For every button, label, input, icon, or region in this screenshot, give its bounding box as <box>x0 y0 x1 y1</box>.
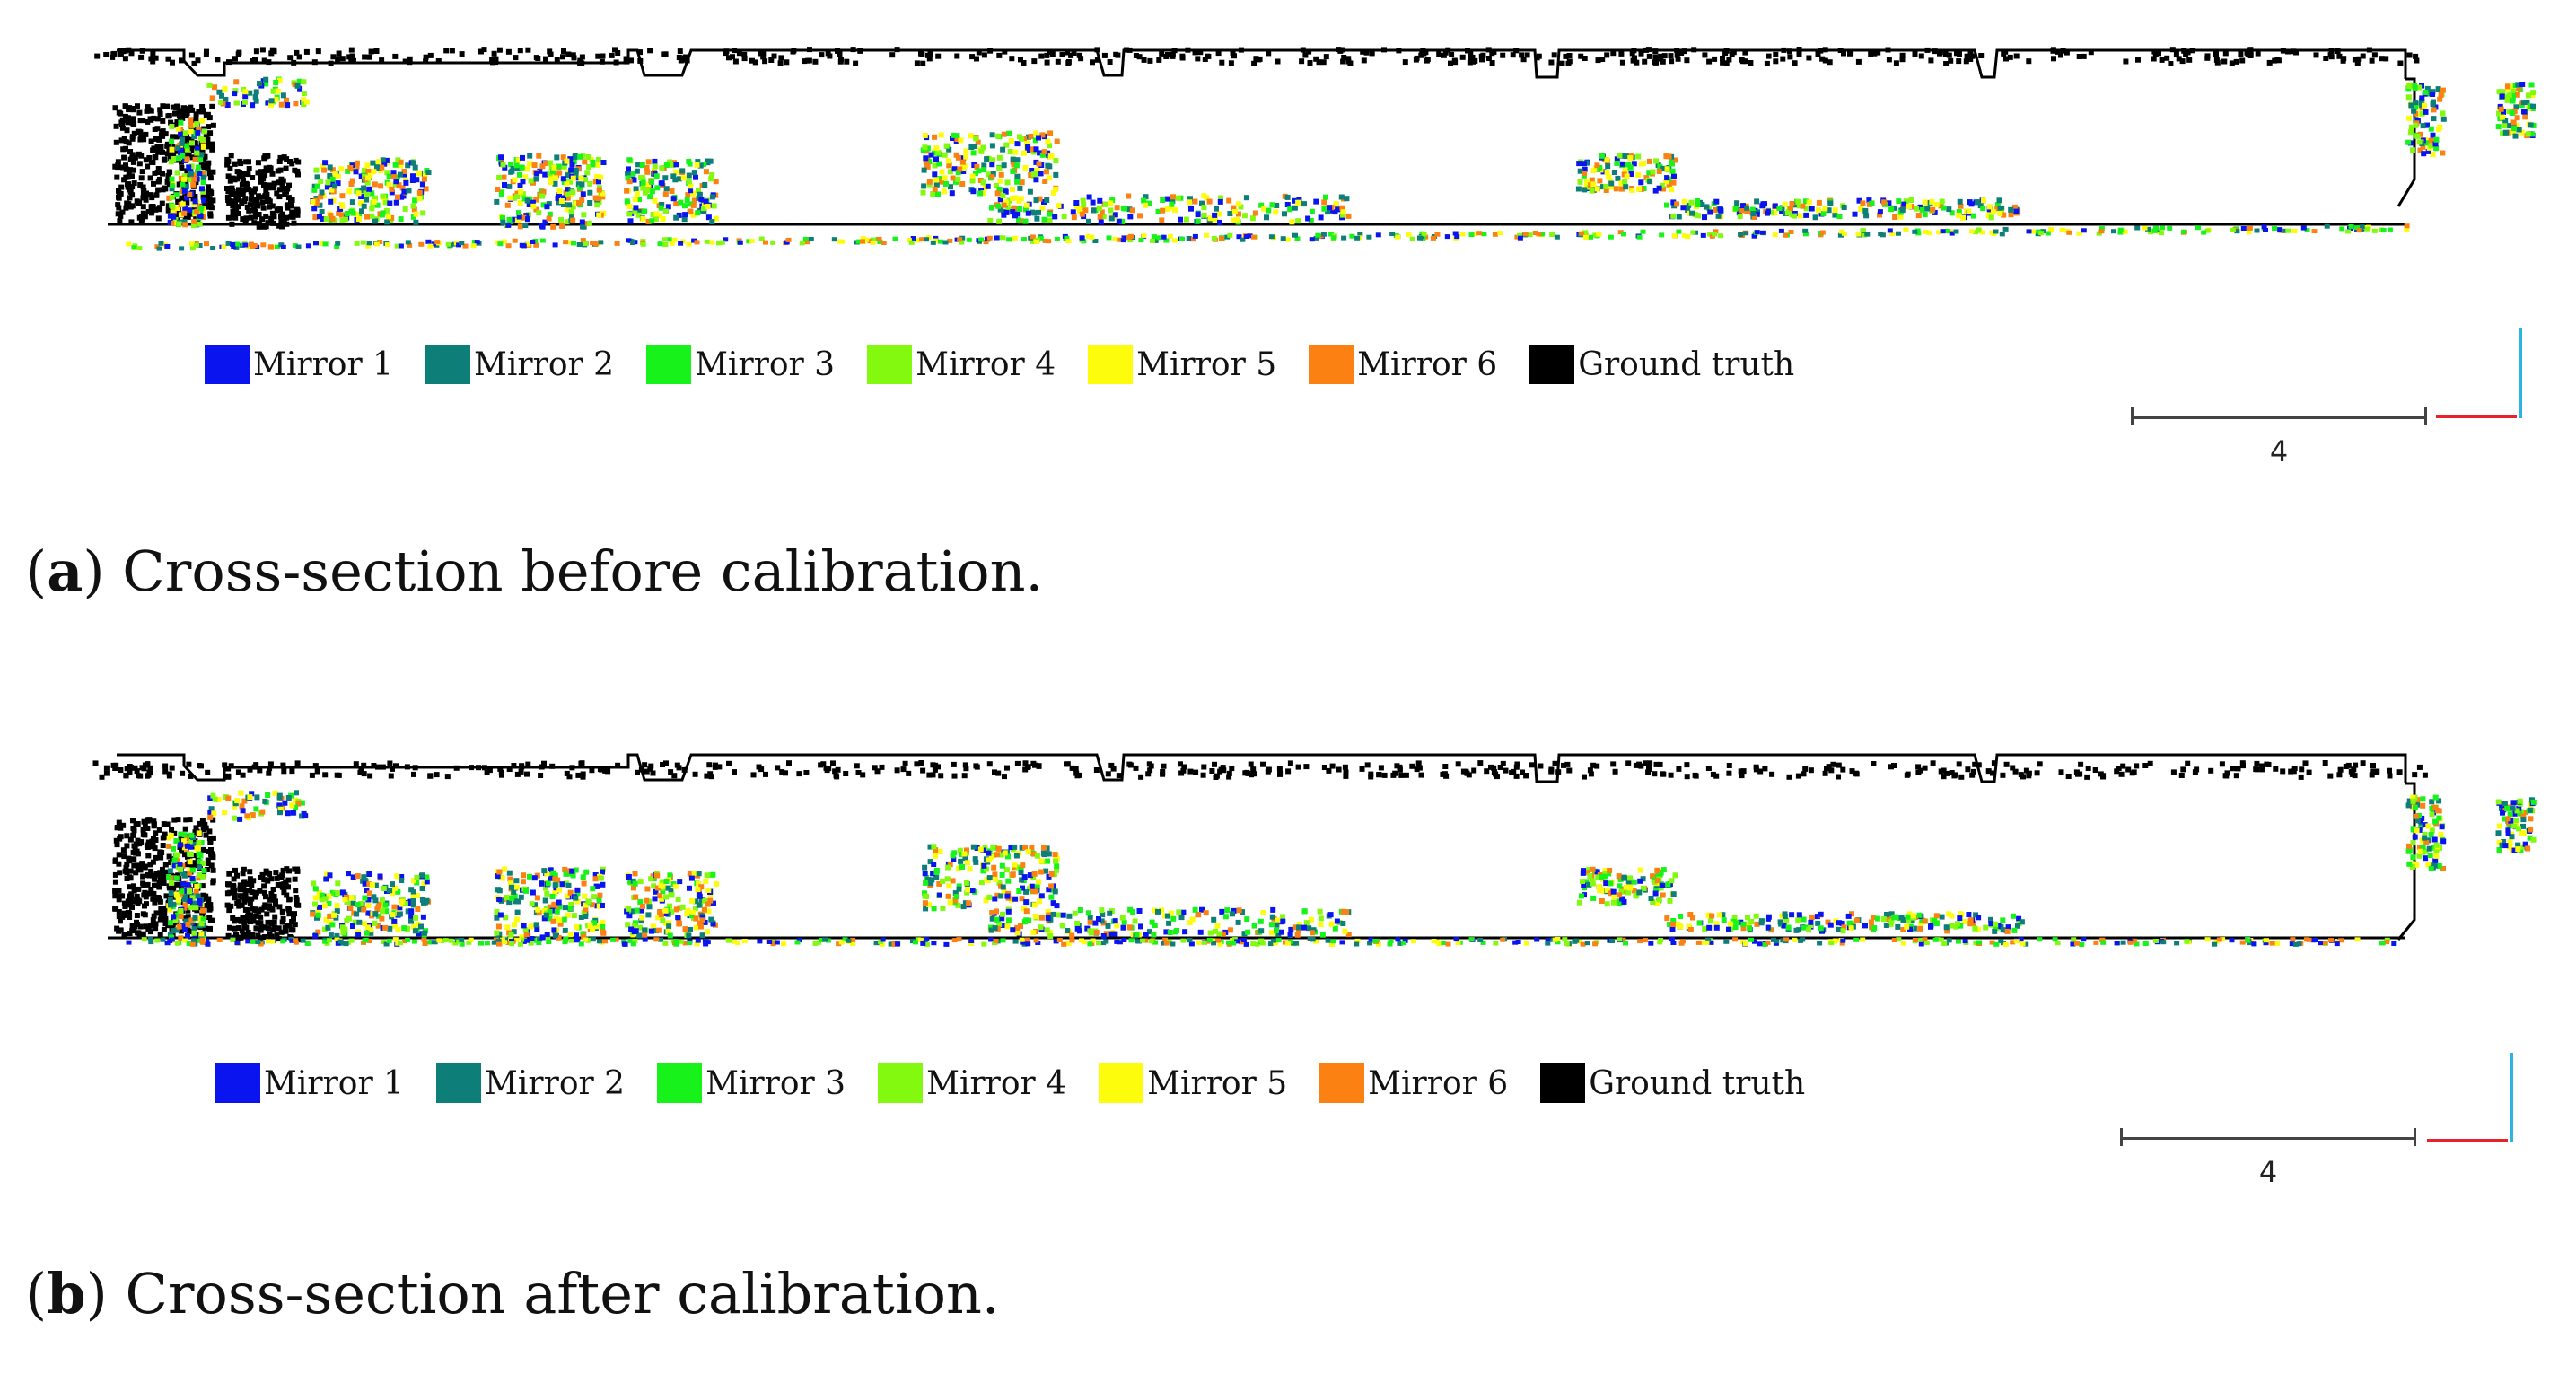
scale-bar-label: 4 <box>2258 1155 2278 1189</box>
legend-label-mirror-1: Mirror 1 <box>264 1064 405 1102</box>
legend-label-mirror-1: Mirror 1 <box>253 346 394 383</box>
caption-letter: a <box>47 538 83 604</box>
legend-label-mirror-5: Mirror 5 <box>1136 346 1277 383</box>
legend-label-mirror-4: Mirror 4 <box>916 346 1056 383</box>
panel-b: Mirror 1 Mirror 2 Mirror 3 Mirror 4 Mirr… <box>0 687 2576 1374</box>
scale-bar-line <box>2120 1137 2416 1140</box>
legend-label-mirror-4: Mirror 4 <box>926 1064 1067 1102</box>
y-axis-indicator <box>2510 1053 2513 1142</box>
legend-swatch-mirror-4 <box>867 345 913 384</box>
legend-swatch-mirror-4 <box>878 1063 924 1103</box>
legend-label-ground-truth: Ground truth <box>1578 346 1795 383</box>
legend-label-mirror-2: Mirror 2 <box>474 346 615 383</box>
point-cloud-cross-section-after <box>92 753 2537 947</box>
legend-label-mirror-2: Mirror 2 <box>485 1064 626 1102</box>
legend-swatch-mirror-3 <box>657 1063 703 1103</box>
scale-bar-line <box>2131 416 2427 419</box>
legend-item-mirror-1: Mirror 1 <box>205 345 393 384</box>
legend-label-mirror-5: Mirror 5 <box>1147 1064 1288 1102</box>
legend-swatch-mirror-2 <box>425 345 471 384</box>
caption-text: Cross-section after calibration. <box>125 1261 1000 1326</box>
x-axis-indicator <box>2436 415 2517 418</box>
caption-text: Cross-section before calibration. <box>122 538 1044 604</box>
legend-item-mirror-1: Mirror 1 <box>215 1063 404 1103</box>
legend-swatch-mirror-2 <box>436 1063 482 1103</box>
caption-before: (a) Cross-section before calibration. <box>25 538 1044 604</box>
legend-swatch-mirror-1 <box>205 345 250 384</box>
scale-bar-label: 4 <box>2269 434 2289 468</box>
legend-swatch-mirror-3 <box>646 345 692 384</box>
legend-before: Mirror 1 Mirror 2 Mirror 3 Mirror 4 Mirr… <box>205 345 1827 384</box>
legend-item-ground-truth: Ground truth <box>1540 1063 1805 1103</box>
legend-swatch-mirror-5 <box>1099 1063 1144 1103</box>
legend-label-mirror-6: Mirror 6 <box>1368 1064 1509 1102</box>
legend-after: Mirror 1 Mirror 2 Mirror 3 Mirror 4 Mirr… <box>215 1063 1837 1103</box>
legend-item-mirror-2: Mirror 2 <box>425 345 614 384</box>
scale-bar-tick-left <box>2120 1128 2123 1146</box>
legend-swatch-mirror-5 <box>1088 345 1134 384</box>
legend-swatch-ground-truth <box>1529 345 1575 384</box>
legend-item-mirror-3: Mirror 3 <box>646 345 835 384</box>
scan-points-after <box>92 760 2537 947</box>
legend-swatch-ground-truth <box>1540 1063 1586 1103</box>
legend-item-ground-truth: Ground truth <box>1529 345 1794 384</box>
legend-item-mirror-5: Mirror 5 <box>1099 1063 1287 1103</box>
legend-swatch-mirror-6 <box>1309 345 1354 384</box>
scale-bar: 4 <box>2120 1125 2416 1189</box>
caption-after: (b) Cross-section after calibration. <box>25 1261 1000 1326</box>
legend-swatch-mirror-6 <box>1319 1063 1365 1103</box>
legend-label-mirror-3: Mirror 3 <box>695 346 836 383</box>
panel-a: Mirror 1 Mirror 2 Mirror 3 Mirror 4 Mirr… <box>25 47 2537 604</box>
legend-label-mirror-6: Mirror 6 <box>1357 346 1498 383</box>
axis-triad <box>2436 328 2526 418</box>
legend-item-mirror-6: Mirror 6 <box>1319 1063 1508 1103</box>
legend-item-mirror-4: Mirror 4 <box>878 1063 1066 1103</box>
axis-triad <box>2427 1053 2517 1142</box>
scale-bar-tick-right <box>2424 407 2427 425</box>
legend-item-mirror-2: Mirror 2 <box>436 1063 625 1103</box>
point-cloud-cross-section-before <box>94 47 2537 251</box>
legend-label-ground-truth: Ground truth <box>1589 1064 1806 1102</box>
legend-label-mirror-3: Mirror 3 <box>705 1064 846 1102</box>
scale-bar-tick-right <box>2414 1128 2416 1146</box>
legend-item-mirror-3: Mirror 3 <box>657 1063 846 1103</box>
y-axis-indicator <box>2519 328 2522 418</box>
scale-bar: 4 <box>2131 404 2427 468</box>
legend-item-mirror-6: Mirror 6 <box>1309 345 1497 384</box>
legend-swatch-mirror-1 <box>215 1063 260 1103</box>
legend-item-mirror-4: Mirror 4 <box>867 345 1056 384</box>
x-axis-indicator <box>2427 1139 2508 1142</box>
caption-letter: b <box>47 1261 86 1326</box>
legend-item-mirror-5: Mirror 5 <box>1088 345 1276 384</box>
scan-points-before <box>94 47 2537 251</box>
scale-bar-tick-left <box>2131 407 2134 425</box>
ground-truth-outline <box>108 48 2416 226</box>
